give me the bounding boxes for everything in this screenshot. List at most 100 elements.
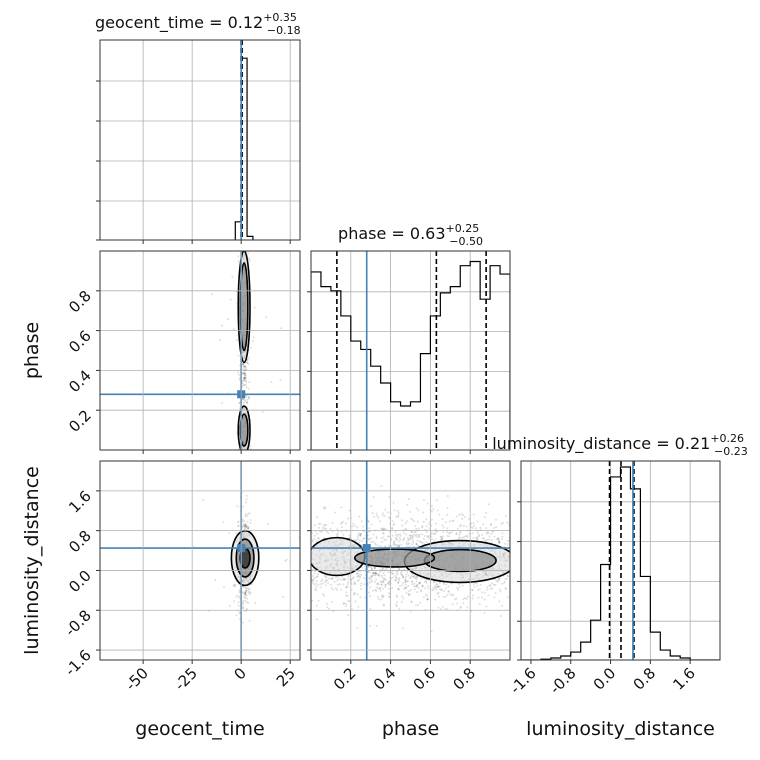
sample-point: [347, 575, 350, 578]
sample-point: [245, 402, 248, 405]
sample-point: [327, 577, 330, 580]
sample-point: [321, 578, 324, 581]
sample-point: [382, 580, 385, 583]
sample-point: [245, 607, 248, 610]
sample-point: [311, 539, 314, 542]
sample-point: [242, 379, 245, 382]
sample-point: [244, 372, 247, 375]
sample-point: [401, 584, 404, 587]
sample-point: [495, 579, 498, 582]
sample-point: [411, 580, 414, 583]
sample-point: [381, 514, 384, 517]
sample-point: [394, 530, 397, 533]
sample-point: [345, 603, 348, 606]
sample-point: [468, 532, 471, 535]
sample-point: [409, 576, 412, 579]
sample-point: [440, 608, 443, 610]
sample-point: [442, 531, 445, 533]
hist-phase-group: [311, 251, 510, 450]
sample-point: [383, 528, 386, 530]
sample-point: [418, 535, 421, 538]
sample-point: [398, 568, 401, 571]
sample-point: [406, 520, 409, 523]
sample-point: [324, 527, 327, 530]
sample-point: [248, 397, 250, 400]
sample-point: [375, 572, 378, 575]
sample-point: [498, 540, 501, 543]
sample-point: [418, 582, 421, 585]
sample-point: [452, 519, 455, 522]
sample-point: [505, 515, 507, 517]
sample-point: [324, 575, 327, 578]
sample-point: [404, 578, 407, 581]
sample-point: [233, 600, 235, 603]
sample-point: [382, 567, 385, 570]
sample-point: [375, 535, 378, 538]
sample-point: [467, 595, 469, 598]
sample-point: [388, 592, 390, 595]
y-tick-label-luminosity_distance-4: 1.6: [65, 487, 95, 517]
sample-point: [248, 619, 251, 622]
sample-point: [405, 573, 408, 576]
sample-point: [411, 575, 414, 578]
sample-point: [326, 531, 328, 533]
sample-point: [506, 543, 509, 546]
sample-point: [322, 527, 324, 529]
sample-point: [506, 577, 508, 580]
sample-point: [359, 533, 362, 536]
sample-point: [426, 535, 429, 538]
sample-point: [442, 595, 445, 598]
sample-point: [432, 508, 435, 511]
sample-point: [437, 595, 440, 598]
sample-point: [465, 525, 468, 528]
sample-point: [463, 597, 466, 600]
sample-point: [243, 377, 246, 379]
sample-point: [316, 532, 319, 535]
sample-point: [235, 290, 238, 293]
sample-point: [392, 524, 395, 526]
x-tick-label-phase-2: 0.6: [410, 664, 440, 694]
sample-point: [414, 576, 417, 579]
sample-point: [500, 582, 503, 585]
sample-point: [346, 586, 348, 589]
sample-point: [425, 593, 428, 596]
sample-point: [356, 626, 359, 629]
sample-point: [498, 577, 501, 580]
sample-point: [340, 578, 342, 581]
sample-point: [424, 580, 426, 583]
sample-point: [344, 605, 347, 608]
sample-point: [437, 585, 440, 588]
sample-point: [464, 535, 467, 538]
sample-point: [247, 527, 250, 530]
sample-point: [422, 520, 425, 523]
sample-point: [432, 588, 435, 591]
sample-point: [336, 528, 339, 531]
sample-point: [243, 525, 245, 527]
sample-point: [368, 530, 371, 533]
sample-point: [353, 592, 356, 595]
sample-point: [421, 541, 424, 544]
sample-point: [358, 532, 360, 535]
sample-point: [496, 538, 499, 540]
sample-point: [377, 544, 380, 547]
sample-point: [247, 525, 250, 528]
sample-point: [416, 584, 419, 587]
sample-point: [398, 576, 401, 579]
sample-point: [357, 605, 360, 608]
sample-point: [440, 536, 443, 539]
sample-point: [382, 572, 385, 575]
sample-point: [497, 579, 500, 582]
x-tick-label-luminosity_distance-4: 1.6: [669, 664, 699, 694]
sample-point: [383, 574, 386, 577]
sample-point: [430, 504, 433, 507]
sample-point: [414, 530, 417, 533]
sample-point: [417, 509, 420, 512]
x-tick-label-geocent_time-0: -50: [122, 664, 152, 694]
sample-point: [441, 605, 444, 608]
sample-point: [395, 594, 398, 597]
sample-point: [380, 545, 382, 548]
sample-point: [369, 595, 371, 597]
sample-point: [347, 577, 350, 580]
sample-point: [434, 532, 437, 535]
sample-point: [400, 519, 403, 522]
